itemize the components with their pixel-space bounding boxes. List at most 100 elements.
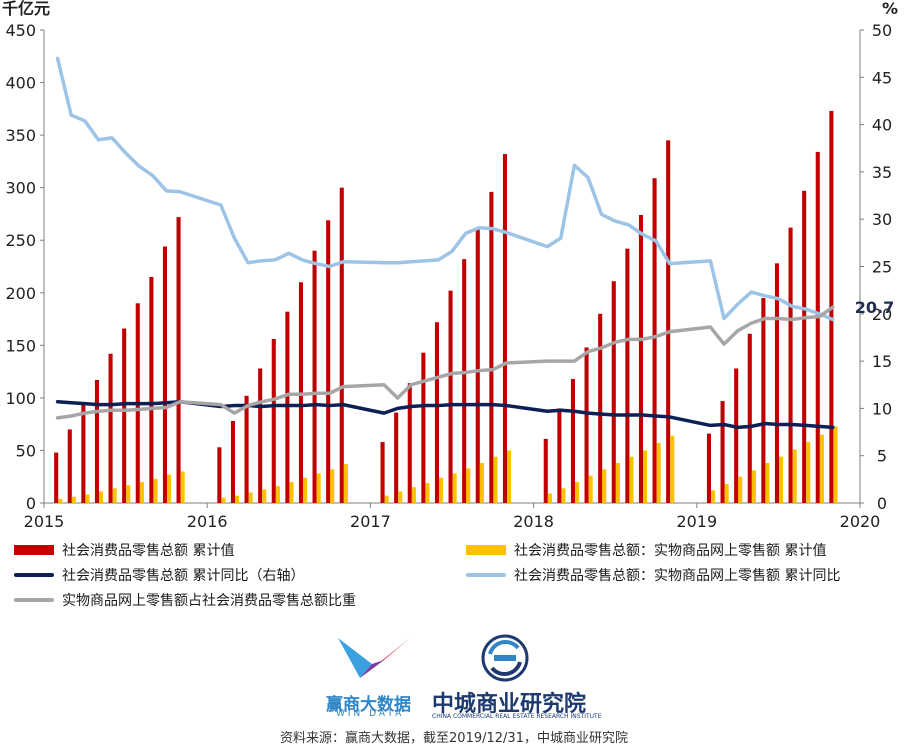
bar-retail-total (149, 277, 154, 503)
legend-item-online-goods-yoy: 社会消费品零售总额：实物商品网上零售额 累计同比 (466, 565, 840, 585)
bar-retail-total (734, 368, 739, 503)
bar-online-goods (221, 497, 226, 503)
left-tick-label: 450 (5, 21, 36, 40)
bar-retail-total (54, 452, 59, 503)
line-online-share (55, 305, 835, 420)
bar-online-goods (411, 487, 416, 503)
legend-label: 社会消费品零售总额 累计值 (62, 543, 235, 559)
bar-online-goods (452, 473, 457, 503)
bar-online-goods (547, 493, 552, 503)
bar-retail-total (611, 281, 616, 503)
bar-retail-total (407, 383, 412, 503)
bar-retail-total (244, 395, 249, 503)
right-tick-label: 10 (872, 399, 892, 418)
bar-retail-total (67, 429, 72, 503)
left-axis-unit: 千亿元 (2, 0, 50, 18)
bar-online-goods (58, 498, 63, 503)
bar-online-goods (384, 495, 389, 503)
bar-online-goods (262, 489, 267, 503)
bar-retail-total (339, 187, 344, 504)
right-tick-label: 40 (872, 116, 892, 135)
bar-retail-total (434, 322, 440, 503)
left-tick-label: 150 (5, 336, 36, 355)
bar-online-goods (629, 456, 634, 503)
bar-online-goods (439, 477, 444, 503)
bar-online-goods (819, 434, 824, 503)
annotation-label: 20.7 (855, 298, 894, 317)
x-tick-label: 2020 (840, 512, 881, 530)
bar-retail-total (570, 378, 576, 503)
bar-retail-total (543, 438, 548, 503)
bar-retail-total (557, 408, 562, 503)
bar-retail-total (706, 433, 712, 503)
bar-retail-total (122, 328, 127, 503)
bar-retail-total (598, 313, 603, 503)
bar-online-goods (588, 475, 593, 503)
bar-retail-total (394, 412, 399, 503)
zhongcheng-logo-text: 中城商业研究院 (432, 691, 587, 717)
right-tick-label: 45 (872, 68, 892, 87)
chart: 千亿元 %050100150200250300350400450051015202… (2, 0, 898, 530)
legend-label: 社会消费品零售总额 累计同比（右轴） (62, 568, 305, 584)
bar-retail-total (720, 401, 725, 503)
bar-retail-total (489, 191, 494, 503)
logos (338, 634, 529, 682)
bar-online-goods (561, 488, 566, 503)
bar-online-goods (466, 468, 471, 503)
legend-swatch (14, 598, 54, 602)
bar-online-goods (139, 481, 144, 503)
bar-retail-total (312, 250, 317, 503)
zhongcheng-logo-icon (481, 634, 529, 682)
bar-retail-total (761, 298, 766, 503)
bar-online-goods (85, 494, 90, 503)
zhongcheng-logo-subtext: CHINA COMMERCIAL REAL ESTATE RESEARCH IN… (432, 713, 602, 720)
bar-online-goods (99, 491, 104, 503)
right-tick-label: 50 (872, 21, 892, 40)
bar-online-goods (615, 463, 620, 503)
bar-retail-total (638, 215, 644, 503)
bar-retail-total (326, 220, 331, 503)
bar-online-goods (330, 469, 335, 503)
legend-swatch (14, 545, 54, 555)
right-tick-label: 35 (872, 163, 892, 182)
bar-retail-total (380, 442, 385, 503)
bar-retail-total (747, 333, 752, 503)
source-note: 资料来源：赢商大数据，截至2019/12/31，中城商业研究院 (280, 731, 628, 746)
bar-retail-total (815, 151, 820, 503)
bar-retail-total (421, 352, 426, 503)
legend-label: 社会消费品零售总额：实物商品网上零售额 累计同比 (514, 568, 841, 584)
bar-retail-total (625, 248, 630, 503)
bar-online-goods (738, 476, 743, 503)
bar-retail-total (448, 290, 453, 503)
left-tick-label: 100 (5, 389, 36, 408)
bar-online-goods (602, 469, 607, 503)
bar-retail-total (502, 154, 508, 503)
legend: 社会消费品零售总额 累计值 社会消费品零售总额：实物商品网上零售额 累计值 社会… (0, 536, 908, 616)
bar-online-goods (779, 456, 784, 503)
bar-online-goods (643, 450, 648, 503)
bar-retail-total (176, 217, 181, 503)
bar-online-goods (493, 456, 498, 503)
bar-online-goods (275, 486, 280, 503)
left-tick-label: 200 (5, 284, 36, 303)
bar-online-goods (833, 426, 838, 503)
bar-online-goods (711, 490, 716, 503)
bar-retail-total (584, 347, 589, 503)
bar-online-goods (235, 495, 240, 503)
bar-online-goods (303, 477, 308, 503)
wind-data-logo-text: 赢商大数据 (326, 695, 411, 715)
right-tick-label: 20 (872, 305, 892, 324)
line-retail-yoy (55, 400, 835, 430)
bar-online-goods (765, 463, 770, 503)
bar-retail-total (217, 447, 222, 503)
bar-retail-total (94, 380, 100, 503)
right-tick-label: 30 (872, 210, 892, 229)
bar-online-goods (751, 470, 756, 503)
left-tick-label: 250 (5, 231, 36, 250)
bar-online-goods (507, 450, 512, 503)
legend-swatch (466, 573, 506, 577)
bar-retail-total (258, 368, 263, 503)
bar-retail-total (462, 259, 467, 503)
bar-online-goods (792, 449, 797, 503)
bar-online-goods (126, 485, 131, 503)
